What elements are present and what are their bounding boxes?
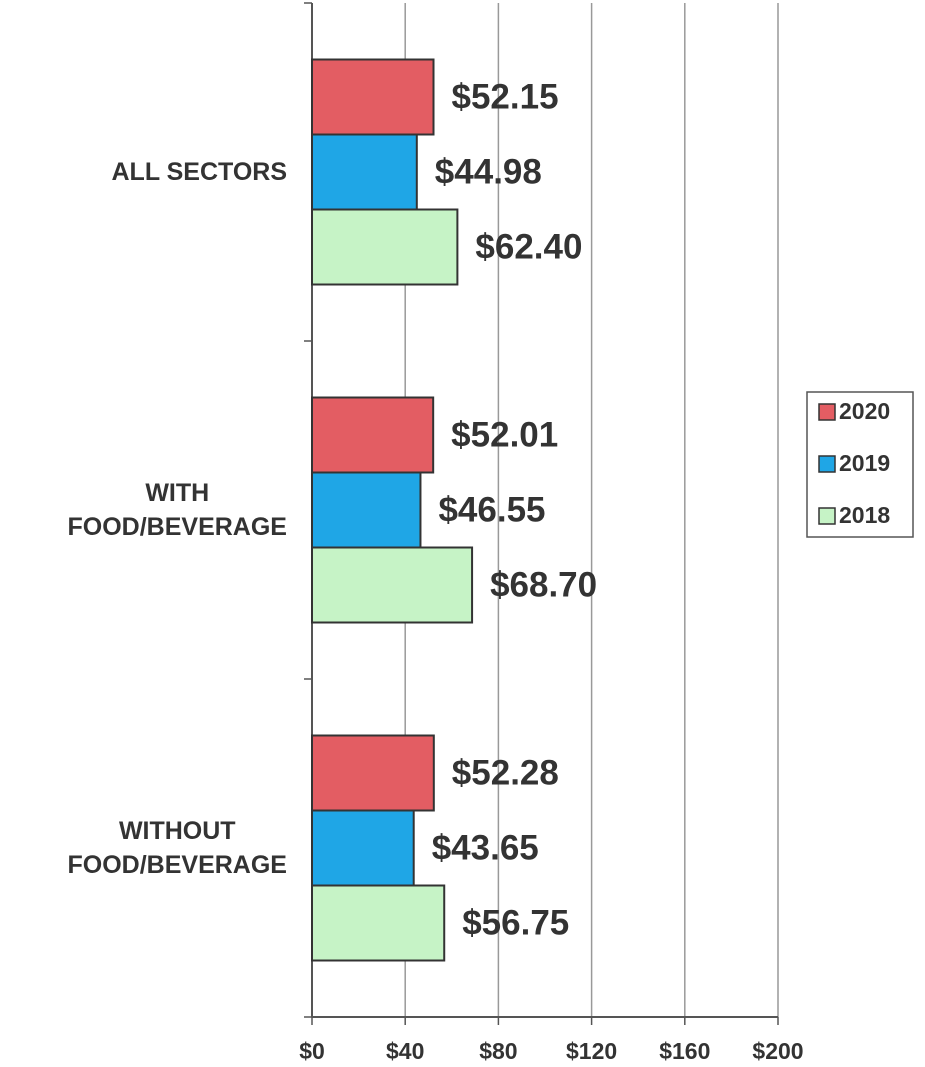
legend-label: 2019 xyxy=(839,450,890,476)
value-label: $62.40 xyxy=(475,227,582,266)
bar xyxy=(311,471,422,549)
bar xyxy=(311,809,415,887)
legend-label: 2020 xyxy=(839,398,890,424)
value-label: $44.98 xyxy=(435,152,542,191)
legend-label: 2018 xyxy=(839,502,890,528)
bar xyxy=(311,208,459,286)
value-label: $68.70 xyxy=(490,565,597,604)
value-label: $56.75 xyxy=(462,903,569,942)
legend-swatch xyxy=(818,403,836,421)
value-label: $52.15 xyxy=(452,77,559,116)
value-label: $52.28 xyxy=(452,753,559,792)
x-tick-label: $40 xyxy=(386,1038,424,1064)
category-label: WITHOUT FOOD/BEVERAGE xyxy=(67,817,287,879)
legend-swatch xyxy=(818,455,836,473)
x-tick-label: $200 xyxy=(752,1038,803,1064)
legend-swatch xyxy=(818,507,836,525)
bar xyxy=(311,734,435,812)
value-label: $52.01 xyxy=(451,415,558,454)
value-label: $43.65 xyxy=(432,828,539,867)
bar xyxy=(311,58,435,136)
category-label: ALL SECTORS xyxy=(111,158,288,186)
x-tick-label: $80 xyxy=(479,1038,517,1064)
category-label: WITH FOOD/BEVERAGE xyxy=(67,479,287,541)
x-tick-label: $120 xyxy=(566,1038,617,1064)
x-tick-label: $160 xyxy=(659,1038,710,1064)
bar xyxy=(311,133,418,211)
bar xyxy=(311,546,474,624)
bar xyxy=(311,884,446,962)
value-label: $46.55 xyxy=(438,490,545,529)
bar xyxy=(311,396,435,474)
x-tick-label: $0 xyxy=(299,1038,325,1064)
